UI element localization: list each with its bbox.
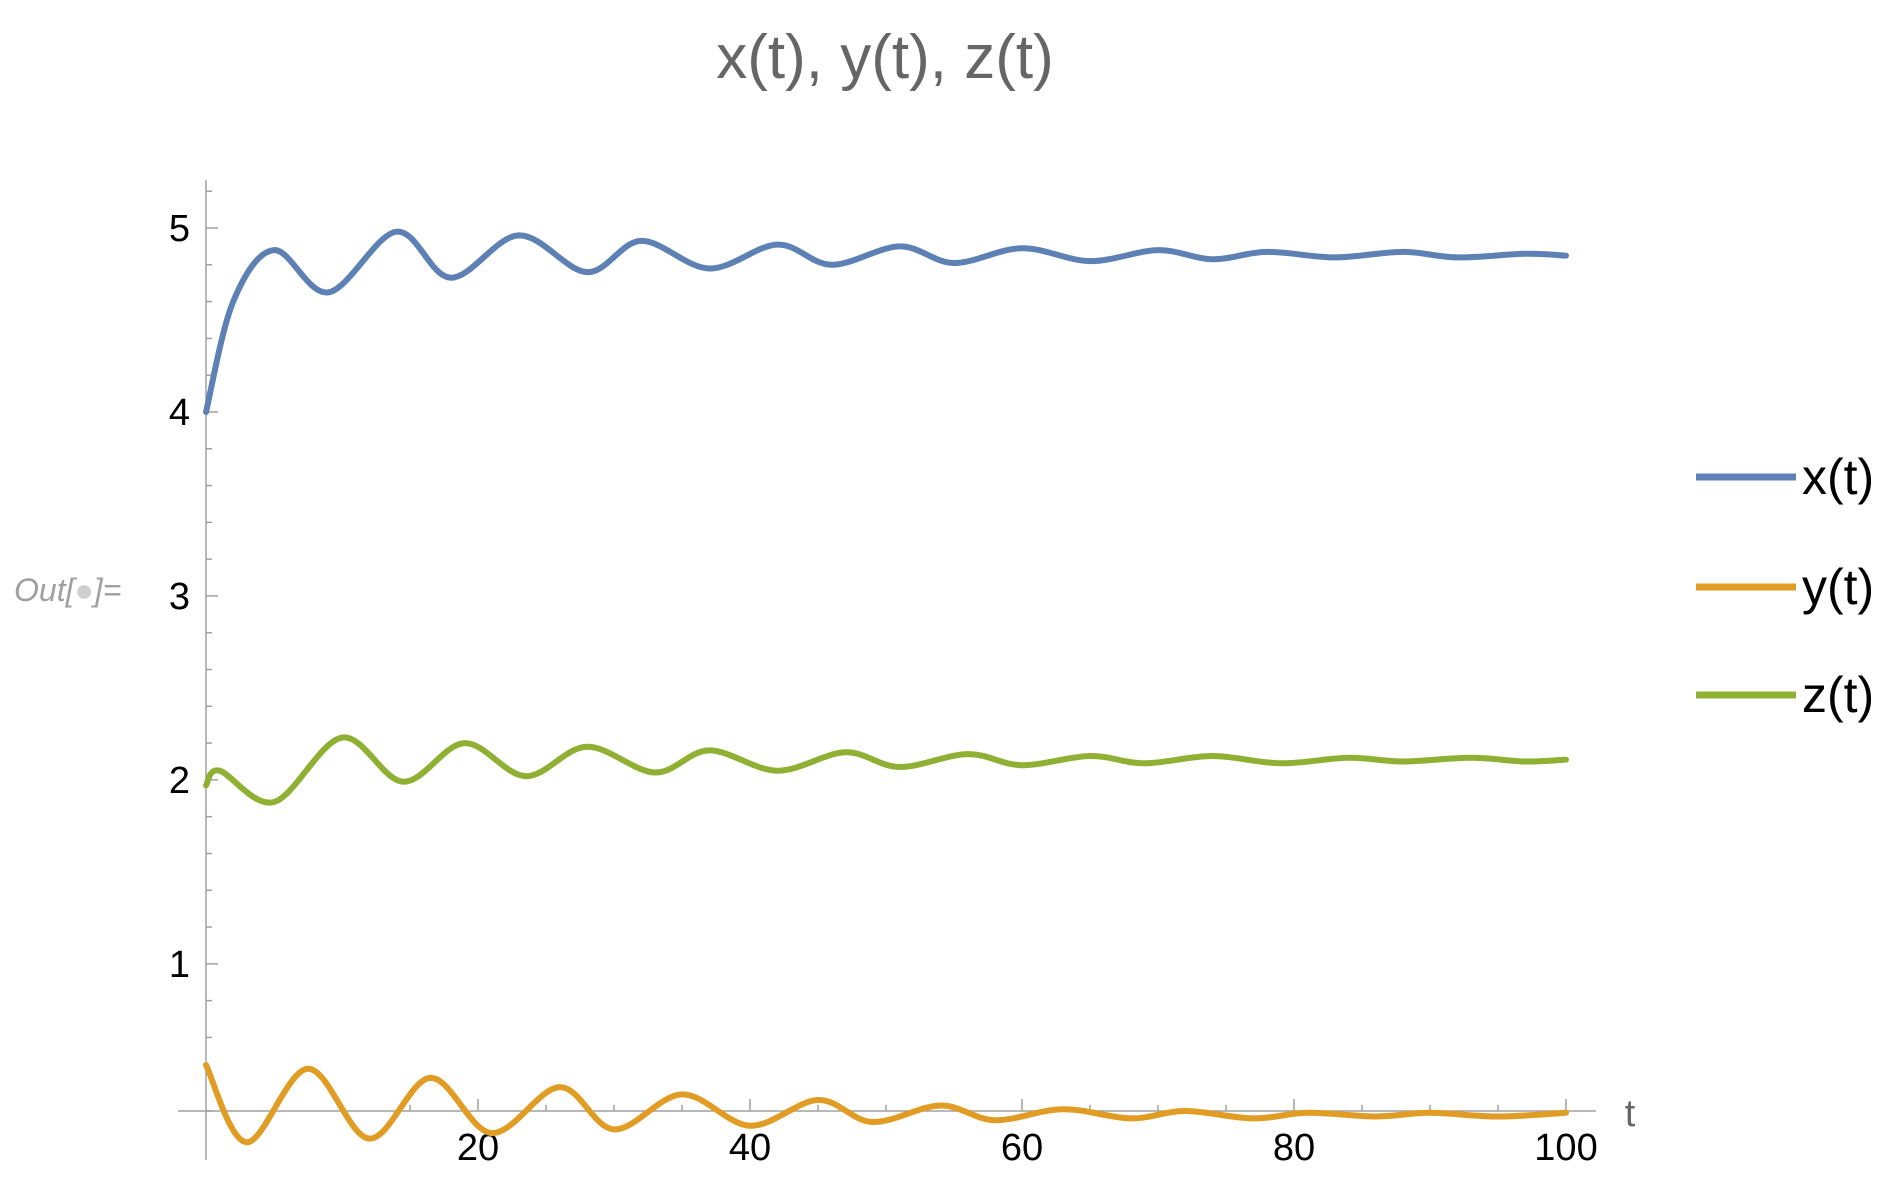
legend-item-yt: y(t) xyxy=(1696,559,1874,615)
x-tick-label: 80 xyxy=(1273,1127,1315,1169)
y-ticks: 1 2 3 4 5 xyxy=(169,190,218,1112)
series-line-zt xyxy=(203,734,1569,806)
y-tick-label: 3 xyxy=(169,576,190,618)
series-line-xt xyxy=(203,228,1569,415)
series-line-yt xyxy=(203,1062,1569,1146)
y-tick-label: 1 xyxy=(169,944,190,986)
legend-label: x(t) xyxy=(1802,449,1874,505)
axes: t xyxy=(178,180,1636,1160)
svg-text:Out[●]=: Out[●]= xyxy=(14,572,121,608)
y-tick-label: 2 xyxy=(169,760,190,802)
x-axis-label: t xyxy=(1625,1093,1636,1135)
series-group xyxy=(203,228,1569,1146)
out-label-end: ]= xyxy=(91,572,122,608)
out-label-start: Out[ xyxy=(14,572,78,608)
x-tick-label: 100 xyxy=(1534,1127,1597,1169)
legend-label: z(t) xyxy=(1802,667,1874,723)
legend: x(t) y(t) z(t) xyxy=(1696,449,1874,723)
x-tick-label: 60 xyxy=(1001,1127,1043,1169)
y-tick-label: 5 xyxy=(169,208,190,250)
chart-title: x(t), y(t), z(t) xyxy=(716,23,1053,92)
y-tick-label: 4 xyxy=(169,392,190,434)
out-label-dot: ● xyxy=(74,572,93,608)
x-tick-label: 40 xyxy=(729,1127,771,1169)
x-ticks: 20 40 60 80 100 xyxy=(273,1099,1598,1169)
legend-item-xt: x(t) xyxy=(1696,449,1874,505)
out-label: Out[●]= xyxy=(14,572,121,608)
legend-item-zt: z(t) xyxy=(1696,667,1874,723)
legend-label: y(t) xyxy=(1802,559,1874,615)
